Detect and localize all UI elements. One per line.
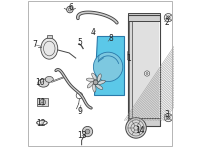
Bar [128,118,160,126]
Text: 6: 6 [68,3,73,12]
Text: 9: 9 [78,107,83,116]
Text: 10: 10 [36,78,45,87]
Circle shape [164,14,172,22]
Text: 14: 14 [136,126,145,135]
Bar [128,13,160,21]
Circle shape [164,113,172,122]
Circle shape [85,129,90,134]
Bar [132,21,159,121]
Text: 5: 5 [78,38,83,47]
Text: 12: 12 [36,119,45,128]
Text: 4: 4 [91,28,96,37]
Ellipse shape [93,84,96,92]
Ellipse shape [45,76,53,82]
Circle shape [167,16,170,19]
Text: 7: 7 [32,40,37,49]
Circle shape [82,126,93,137]
Circle shape [67,6,73,13]
Circle shape [93,52,123,82]
Ellipse shape [41,38,58,59]
Text: 2: 2 [165,17,169,27]
Bar [37,98,48,106]
Ellipse shape [38,79,49,87]
Ellipse shape [96,84,103,89]
Circle shape [40,99,46,105]
Circle shape [146,72,148,75]
Ellipse shape [86,78,94,81]
Bar [132,21,159,121]
Text: 11: 11 [36,98,45,107]
Ellipse shape [87,82,93,88]
Circle shape [144,71,150,76]
Circle shape [167,116,170,119]
Text: 1: 1 [126,54,131,63]
Circle shape [126,118,146,138]
Text: 8: 8 [109,34,113,44]
Ellipse shape [92,73,97,80]
Circle shape [93,80,98,85]
Text: 3: 3 [164,110,169,119]
Bar [128,15,160,126]
Polygon shape [94,36,124,95]
Bar [129,21,132,121]
Text: 13: 13 [78,131,87,141]
Ellipse shape [98,80,105,84]
Ellipse shape [97,74,101,82]
Bar [47,35,52,38]
